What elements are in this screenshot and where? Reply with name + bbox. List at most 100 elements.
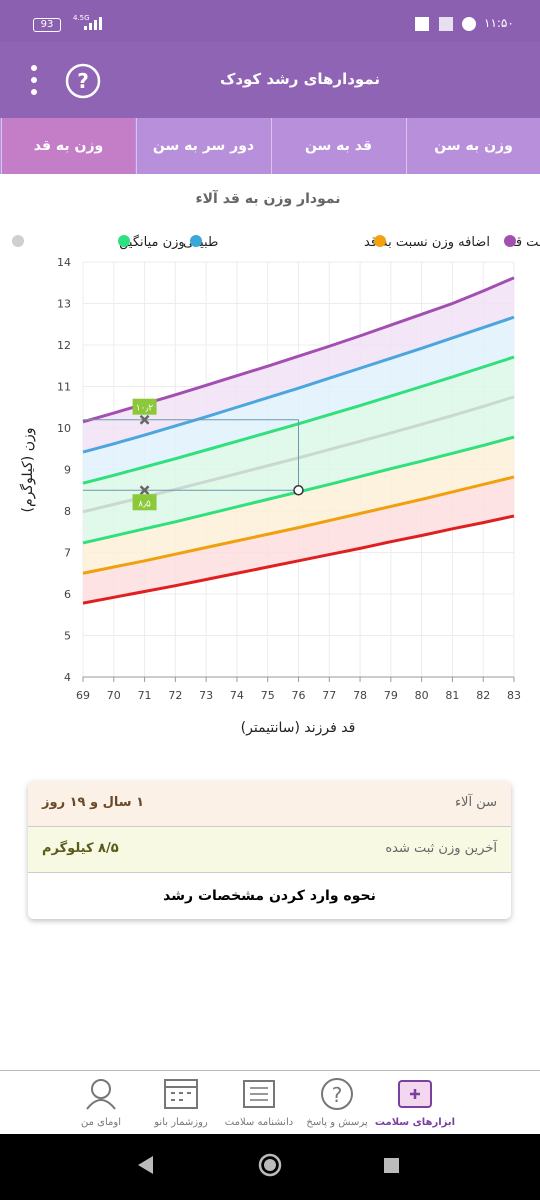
svg-text:?: ? (77, 69, 89, 93)
legend-label: وزن میانگین (119, 234, 185, 250)
nav-item[interactable]: دانشنامه سلامت (225, 1080, 293, 1128)
band (83, 437, 514, 574)
y-tick-label: 9 (64, 464, 71, 477)
series-line (82, 475, 515, 575)
x-tick-label: 82 (476, 689, 490, 702)
nav-icon (243, 1080, 275, 1108)
info-value: ۱ سال و ۱۹ روز (42, 795, 144, 810)
series-line (82, 315, 515, 454)
bottom-nav: ابزارهای سلامت? پرسش و پاسخ دانشنامه سلامت… (0, 1070, 540, 1135)
nav-label: پرسش و پاسخ (306, 1117, 367, 1128)
nav-item[interactable]: ? پرسش و پاسخ (306, 1078, 368, 1128)
home-dot (264, 1159, 276, 1171)
legend-label: اضافه وزن نسبت به قد (364, 235, 490, 250)
tab[interactable]: دور سر به سن (136, 118, 270, 174)
x-tick-label: 77 (322, 689, 336, 702)
nav-icon (86, 1099, 116, 1110)
info-card: سن آلاء ۱ سال و ۱۹ روز آخرین وزن ثبت شده… (28, 781, 511, 919)
info-row: آخرین وزن ثبت شده ۸/۵ کیلوگرم (28, 827, 511, 873)
app-bar: ? نمودارهای رشد کودک (0, 42, 540, 118)
point-marker (139, 414, 150, 425)
recents-button[interactable] (384, 1158, 399, 1173)
system-buttons (138, 1153, 399, 1177)
nav-icon (321, 1078, 353, 1110)
x-tick-label: 74 (230, 689, 244, 702)
tab-active[interactable]: وزن به قد (1, 118, 135, 174)
nav-icon (91, 1079, 111, 1099)
x-tick-label: 73 (199, 689, 213, 702)
battery: 93 (33, 18, 61, 32)
point-marker (139, 485, 150, 496)
back-button[interactable] (138, 1156, 153, 1174)
nav-label: دانشنامه سلامت (225, 1117, 293, 1128)
tab[interactable]: وزن به سن (406, 118, 540, 174)
nav-items: ابزارهای سلامت? پرسش و پاسخ دانشنامه سلامت… (81, 1078, 455, 1128)
nav-label: اومای من (81, 1117, 121, 1128)
y-tick-label: 6 (64, 588, 71, 601)
y-axis-label: وزن (کیلوگرم) (19, 428, 36, 513)
nav-icon (164, 1079, 198, 1109)
nav-icon (250, 1087, 268, 1101)
clock: ۱۱:۵۰ (484, 16, 514, 30)
notif-icon (415, 17, 429, 31)
y-tick-label: 11 (57, 381, 71, 394)
y-tick-label: 10 (57, 422, 71, 435)
x-tick-label: 81 (445, 689, 459, 702)
current-point (293, 485, 304, 496)
point-label-bg (132, 494, 157, 511)
info-value: ۸/۵ کیلوگرم (42, 841, 119, 856)
chart: نمودار وزن به قد آلاء قد فرزند (سانتیمتر… (12, 189, 540, 736)
notif-icon (462, 17, 476, 31)
x-tick-label: 69 (76, 689, 90, 702)
nav-label: ابزارهای سلامت (375, 1117, 455, 1128)
point-label: ۱۰٫۲ (136, 404, 154, 414)
app-title: نمودارهای رشد کودک (219, 70, 380, 88)
x-tick-label: 72 (168, 689, 182, 702)
info-row: سن آلاء ۱ سال و ۱۹ روز (28, 781, 511, 827)
nav-label: روزشمار بانو (153, 1117, 208, 1128)
notif-icon (439, 17, 453, 31)
x-tick-label: 78 (353, 689, 367, 702)
help-button[interactable]: ? (64, 62, 102, 100)
series-line (82, 514, 515, 605)
network: 4.5G (73, 14, 90, 22)
help-link[interactable]: نحوه وارد کردن مشخصات رشد (28, 873, 511, 919)
nav-icon (410, 1089, 420, 1099)
y-tick-label: 13 (57, 298, 71, 311)
tab-bar: وزن به سن قد به سن دور سر به سن وزن به قد (0, 118, 540, 174)
x-tick-label: 71 (138, 689, 152, 702)
home-button[interactable] (258, 1153, 282, 1177)
legend-swatch (190, 235, 202, 247)
band (83, 476, 514, 604)
info-label: آخرین وزن ثبت شده (385, 841, 497, 856)
legend-swatch (118, 235, 130, 247)
x-tick-label: 80 (415, 689, 429, 702)
y-tick-label: 5 (64, 630, 71, 643)
point-label: ۸٫۵ (138, 499, 151, 509)
band (83, 317, 514, 484)
x-tick-label: 76 (292, 689, 306, 702)
chart-title: نمودار وزن به قد آلاء (195, 189, 340, 207)
nav-item[interactable]: روزشمار بانو (153, 1079, 208, 1128)
status-bar: 93 4.5G ۱۱:۵۰ (0, 0, 540, 42)
x-tick-label: 75 (261, 689, 275, 702)
nav-item[interactable]: اومای من (81, 1079, 121, 1128)
band (83, 277, 514, 453)
signal-icon (84, 17, 102, 30)
system-nav (0, 1134, 540, 1200)
x-tick-label: 83 (507, 689, 521, 702)
x-axis-label: قد فرزند (سانتیمتر) (241, 720, 356, 736)
tab[interactable]: قد به سن (271, 118, 405, 174)
nav-item[interactable]: ابزارهای سلامت (375, 1080, 455, 1128)
legend-swatch (374, 235, 386, 247)
x-tick-label: 70 (107, 689, 121, 702)
x-tick-label: 79 (384, 689, 398, 702)
point-label-bg (132, 398, 157, 415)
y-tick-label: 14 (57, 256, 71, 269)
menu-button[interactable] (22, 62, 46, 98)
nav-icon (165, 1086, 197, 1101)
legend-label: کمبود وزن نسبت قد (509, 235, 540, 250)
legend-swatch (12, 235, 24, 247)
nav-icon: ? (332, 1083, 343, 1107)
